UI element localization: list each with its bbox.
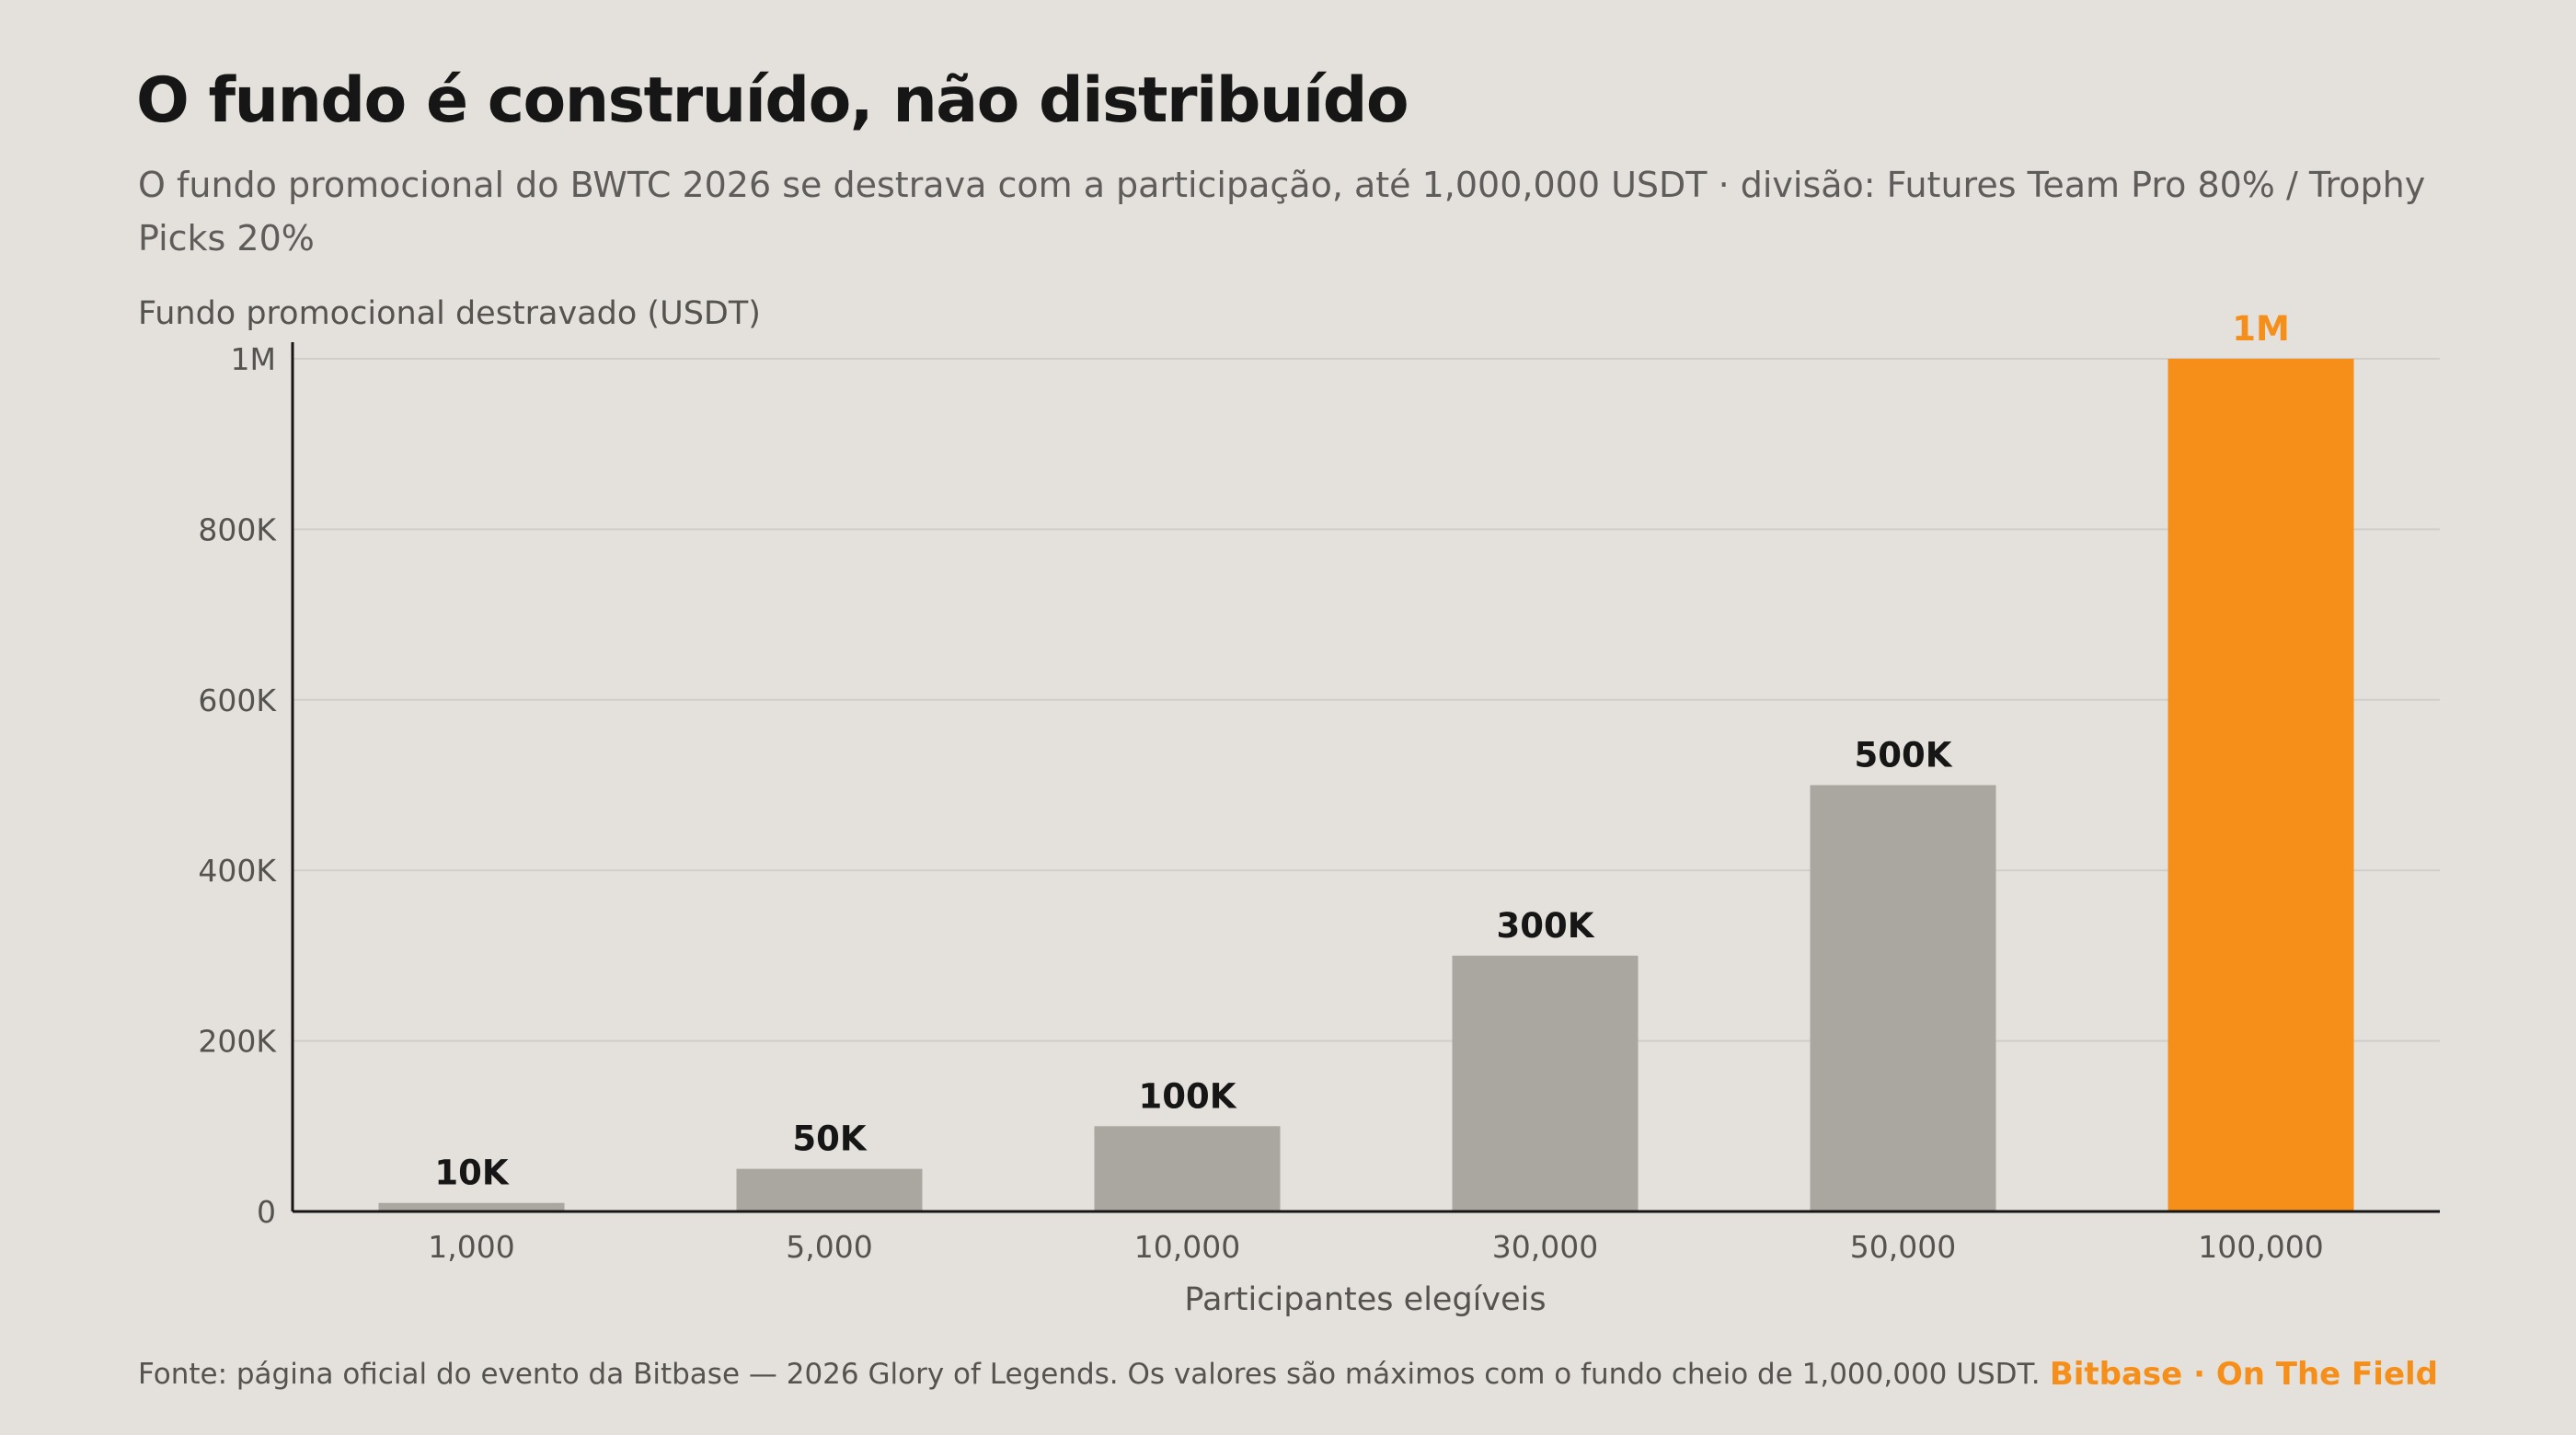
bar-chart: Fundo promocional destravado (USDT) 0 200…	[138, 295, 2440, 1318]
bar	[378, 1202, 565, 1211]
page-subtitle: O fundo promocional do BWTC 2026 se dest…	[138, 165, 2426, 258]
x-tick-label: 10,000	[1134, 1229, 1240, 1265]
data-label: 300K	[1497, 906, 1595, 946]
page-title: O fundo é construído, não distribuído	[136, 64, 1409, 137]
data-label: 50K	[792, 1119, 867, 1159]
brand-label: Bitbase · On The Field	[2049, 1356, 2438, 1393]
bar	[736, 1168, 923, 1211]
bars	[378, 359, 2354, 1211]
y-tick-label: 600K	[198, 683, 277, 718]
data-label: 100K	[1139, 1076, 1237, 1116]
data-label: 1M	[2232, 309, 2290, 349]
bar	[1094, 1126, 1281, 1211]
y-axis-title: Fundo promocional destravado (USDT)	[138, 295, 761, 332]
y-tick-label: 800K	[198, 511, 277, 547]
x-tick-label: 1,000	[428, 1229, 514, 1265]
y-tick-label: 200K	[198, 1024, 277, 1060]
gridlines	[293, 358, 2440, 1042]
x-tick-label: 5,000	[786, 1229, 872, 1265]
source-note: Fonte: página oficial do evento da Bitba…	[138, 1358, 2041, 1391]
x-axis-title: Participantes elegíveis	[1184, 1281, 1546, 1318]
x-tick-label: 30,000	[1492, 1229, 1598, 1265]
labels: 0 200K 400K 600K 800K 1M 10K 1,000 50K 5,000 100K 1…	[198, 309, 2323, 1265]
data-label: 10K	[434, 1154, 509, 1193]
bar	[2168, 359, 2354, 1211]
axes	[291, 342, 2440, 1213]
bar	[1810, 785, 1996, 1211]
y-tick-label: 1M	[231, 341, 276, 377]
data-label: 500K	[1855, 736, 1953, 775]
y-tick-label: 0	[257, 1194, 276, 1230]
y-tick-label: 400K	[198, 853, 277, 889]
x-tick-label: 100,000	[2198, 1229, 2323, 1265]
x-tick-label: 50,000	[1850, 1229, 1956, 1265]
bar	[1452, 955, 1639, 1211]
